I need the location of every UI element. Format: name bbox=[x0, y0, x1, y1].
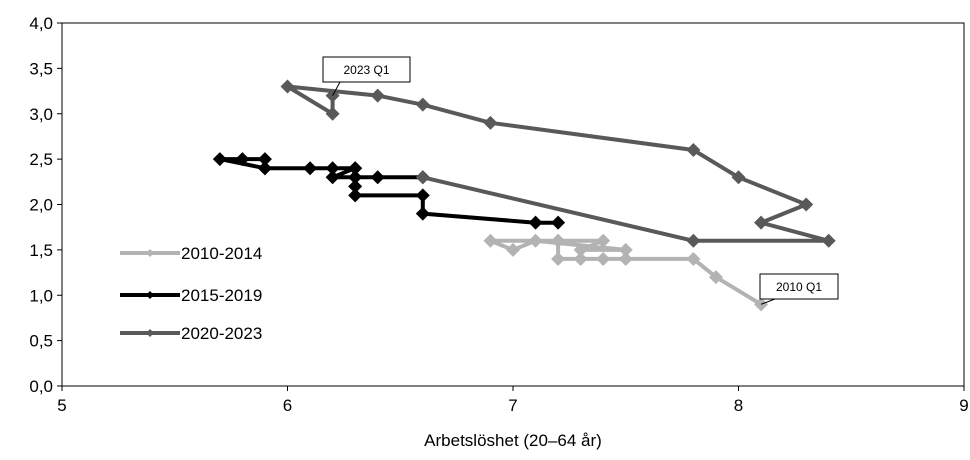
y-tick-label: 3,5 bbox=[29, 59, 53, 78]
data-point bbox=[686, 251, 701, 266]
data-point bbox=[325, 106, 340, 121]
y-tick-label: 2,0 bbox=[29, 196, 53, 215]
annotation-leader bbox=[760, 298, 776, 305]
data-point bbox=[686, 143, 701, 158]
legend-marker bbox=[146, 249, 154, 257]
data-point bbox=[212, 152, 227, 167]
x-tick-label: 9 bbox=[959, 396, 968, 415]
legend-marker bbox=[146, 291, 154, 299]
annotation-label: 2010 Q1 bbox=[776, 280, 822, 294]
data-point bbox=[415, 206, 430, 221]
data-point bbox=[731, 170, 746, 185]
y-tick-label: 3,0 bbox=[29, 105, 53, 124]
data-point bbox=[348, 170, 363, 185]
y-tick-label: 2,5 bbox=[29, 150, 53, 169]
x-axis-title: Arbetslöshet (20–64 år) bbox=[424, 431, 602, 450]
y-axis: 0,0 0,5 1,0 1,5 2,0 2,5 3,0 3,5 4,0 bbox=[29, 14, 62, 396]
x-tick-label: 5 bbox=[57, 396, 66, 415]
data-point bbox=[370, 170, 385, 185]
data-point bbox=[348, 179, 363, 194]
annotation-layer: 2023 Q1 2010 Q1 bbox=[322, 56, 839, 305]
x-tick-label: 8 bbox=[734, 396, 743, 415]
data-point bbox=[551, 215, 566, 230]
legend-item: 2020-2023 bbox=[120, 324, 262, 343]
data-point bbox=[799, 197, 814, 212]
data-point bbox=[348, 188, 363, 203]
data-point bbox=[708, 270, 723, 285]
legend-item: 2010-2014 bbox=[120, 244, 262, 263]
data-point bbox=[415, 97, 430, 112]
data-point bbox=[551, 251, 566, 266]
x-tick-label: 7 bbox=[508, 396, 517, 415]
data-point bbox=[325, 161, 340, 176]
series-1 bbox=[483, 233, 769, 312]
data-point bbox=[280, 79, 295, 94]
data-point bbox=[618, 242, 633, 257]
data-point bbox=[573, 251, 588, 266]
data-point bbox=[528, 215, 543, 230]
data-point bbox=[303, 161, 318, 176]
x-tick-label: 6 bbox=[283, 396, 292, 415]
data-point bbox=[257, 161, 272, 176]
annotation-box bbox=[322, 56, 411, 83]
annotation-label: 2023 Q1 bbox=[343, 63, 389, 77]
legend-label: 2015-2019 bbox=[181, 286, 262, 305]
data-point bbox=[596, 251, 611, 266]
y-tick-label: 1,0 bbox=[29, 286, 53, 305]
data-point bbox=[573, 242, 588, 257]
data-point bbox=[506, 242, 520, 257]
data-point bbox=[235, 152, 250, 167]
y-tick-label: 0,5 bbox=[29, 332, 53, 351]
legend-marker bbox=[146, 329, 154, 337]
series-2 bbox=[212, 152, 566, 230]
y-tick-label: 0,0 bbox=[29, 377, 53, 396]
annotation-leader bbox=[332, 81, 341, 96]
data-point bbox=[821, 233, 836, 248]
data-point bbox=[325, 170, 340, 185]
data-point bbox=[415, 170, 430, 185]
data-point bbox=[596, 233, 611, 248]
data-point bbox=[754, 215, 769, 230]
y-tick-label: 1,5 bbox=[29, 241, 53, 260]
x-axis: 5 6 7 8 9 bbox=[57, 386, 969, 415]
data-point bbox=[618, 251, 633, 266]
legend-item: 2015-2019 bbox=[120, 286, 262, 305]
legend-label: 2020-2023 bbox=[181, 324, 262, 343]
annotation-box bbox=[759, 273, 839, 300]
data-point bbox=[415, 188, 430, 203]
data-point bbox=[348, 161, 363, 176]
data-point bbox=[686, 233, 701, 248]
data-point bbox=[257, 152, 272, 167]
series-3 bbox=[280, 79, 836, 248]
annotation-callout: 2023 Q1 bbox=[322, 56, 411, 96]
data-point bbox=[551, 233, 566, 248]
data-point bbox=[528, 233, 543, 248]
data-point bbox=[483, 233, 498, 248]
data-point bbox=[483, 115, 498, 130]
data-point bbox=[370, 88, 385, 103]
y-tick-label: 4,0 bbox=[29, 14, 53, 33]
series-layer bbox=[212, 79, 836, 312]
annotation-callout: 2010 Q1 bbox=[759, 273, 839, 305]
legend-label: 2010-2014 bbox=[181, 244, 262, 263]
legend: 2010-2014 2015-2019 2020-2023 bbox=[120, 244, 262, 343]
